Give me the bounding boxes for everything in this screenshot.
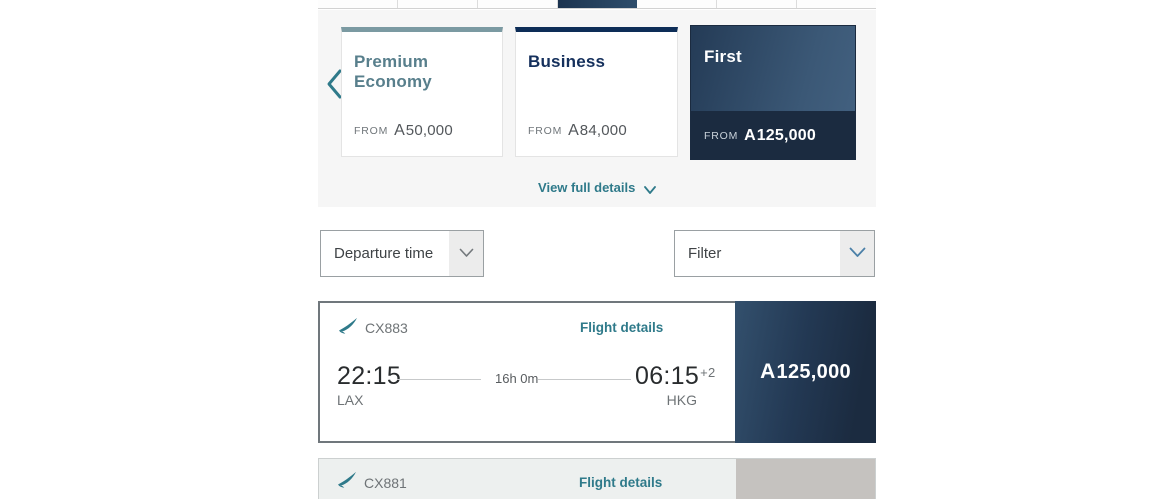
filter-dropdown-label: Filter <box>688 245 722 262</box>
asia-miles-icon: A <box>568 122 579 139</box>
departure-airport: LAX <box>337 392 364 408</box>
flight-details-link[interactable]: Flight details <box>580 320 664 335</box>
chevron-down-icon <box>639 180 656 195</box>
date-tab[interactable] <box>637 0 717 8</box>
asia-miles-icon: A <box>760 360 776 383</box>
fare-card-premium-economy[interactable]: Premium Economy FROM A50,000 <box>341 27 503 157</box>
from-label: FROM <box>354 125 389 137</box>
fare-class-panel: Premium Economy FROM A50,000 Business FRO… <box>318 10 876 207</box>
asia-miles-icon: A <box>394 122 405 139</box>
departure-time-dropdown-label: Departure time <box>334 245 434 262</box>
fare-card-business[interactable]: Business FROM A84,000 <box>515 27 678 157</box>
fare-card-gradient <box>691 26 855 111</box>
previous-fare-classes-button[interactable] <box>324 68 346 100</box>
fare-class-name: Premium Economy <box>354 52 432 91</box>
flight-details-link[interactable]: Flight details <box>579 475 663 490</box>
flight-price-panel-disabled <box>736 459 875 499</box>
arrival-day-offset: +2 <box>700 365 716 380</box>
date-tab-strip <box>318 0 876 9</box>
flight-price-amount: 125,000 <box>776 361 851 383</box>
date-tab[interactable] <box>717 0 797 8</box>
date-tab[interactable] <box>318 0 398 8</box>
view-full-details-link[interactable]: View full details <box>318 180 876 195</box>
flight-price-panel[interactable]: A125,000 <box>735 301 876 443</box>
arrival-time: 06:15+2 <box>635 362 715 391</box>
chevron-down-icon <box>459 245 474 263</box>
fare-class-name: First <box>704 47 742 66</box>
fare-class-name: Business <box>528 52 606 71</box>
fare-price: FROM A84,000 <box>528 122 627 140</box>
flight-number: CX881 <box>364 475 407 491</box>
fare-amount: 84,000 <box>579 122 627 139</box>
dropdown-caret-zone <box>840 231 874 276</box>
from-label: FROM <box>528 125 563 137</box>
flight-number: CX883 <box>365 320 408 336</box>
dropdown-caret-zone <box>449 231 483 276</box>
route-line <box>538 379 631 380</box>
chevron-down-icon <box>849 245 866 263</box>
from-label: FROM <box>704 130 739 142</box>
fare-card-first-selected[interactable]: First FROM A125,000 <box>690 25 856 160</box>
flight-result-cx881[interactable]: CX881 Flight details <box>318 458 876 499</box>
date-tab[interactable] <box>797 0 876 8</box>
fare-price: FROM A50,000 <box>354 122 453 140</box>
fare-amount: 125,000 <box>756 127 816 144</box>
departure-time: 22:15 <box>337 362 402 390</box>
chevron-left-icon <box>324 69 346 104</box>
date-tab-selected[interactable] <box>558 0 637 8</box>
date-tab[interactable] <box>478 0 558 8</box>
arrival-time-value: 06:15 <box>635 362 700 390</box>
filter-dropdown[interactable]: Filter <box>674 230 875 277</box>
flight-result-cx883[interactable]: CX883 Flight details 22:15 LAX 16h 0m 06… <box>318 301 876 443</box>
route-line <box>397 379 481 380</box>
arrival-airport: HKG <box>666 392 697 408</box>
fare-amount: 50,000 <box>405 122 453 139</box>
view-full-details-label: View full details <box>538 180 636 195</box>
flight-price: A125,000 <box>760 360 851 384</box>
fare-price: FROM A125,000 <box>704 127 816 145</box>
departure-time-dropdown[interactable]: Departure time <box>320 230 484 277</box>
date-tab[interactable] <box>398 0 478 8</box>
flight-duration: 16h 0m <box>495 371 539 386</box>
cathay-pacific-logo-icon <box>337 317 359 335</box>
asia-miles-icon: A <box>744 127 756 144</box>
cathay-pacific-logo-icon <box>336 471 358 489</box>
